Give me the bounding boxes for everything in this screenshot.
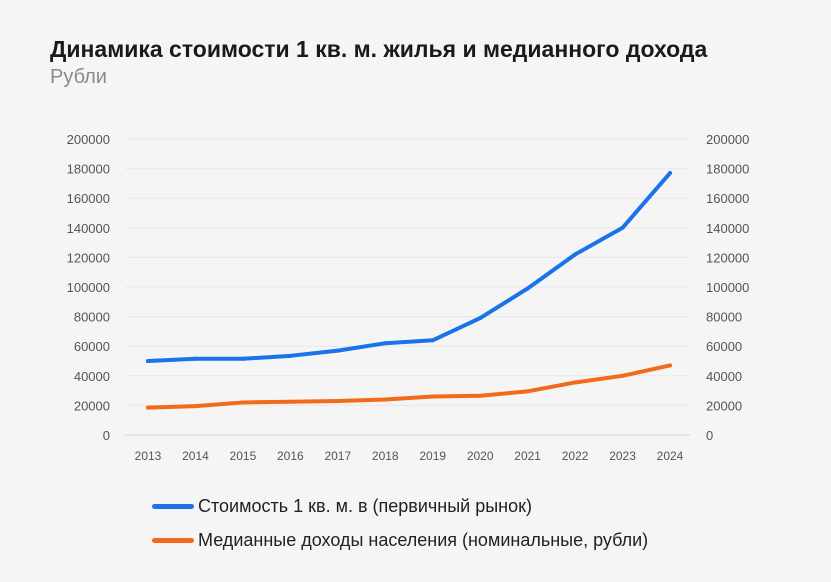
data-point (620, 225, 625, 230)
right-y-tick-label: 160000 (706, 191, 749, 206)
right-y-tick-label: 100000 (706, 280, 749, 295)
legend-item-income: Медианные доходы населения (номинальные,… (152, 528, 648, 552)
data-point (620, 373, 625, 378)
x-axis: 2013 2014 2015 2016 2017 2018 2019 2020 2021 2022… (135, 449, 684, 463)
right-y-tick-label: 140000 (706, 221, 749, 236)
legend-line-income (152, 537, 194, 543)
data-point (146, 405, 150, 410)
data-point (525, 286, 530, 291)
right-y-tick-label: 80000 (706, 310, 742, 325)
x-tick-label: 2022 (562, 449, 589, 463)
x-tick-label: 2019 (419, 449, 446, 463)
data-point (668, 171, 672, 176)
x-tick-label: 2017 (324, 449, 351, 463)
x-tick-label: 2016 (277, 449, 304, 463)
data-point (335, 348, 340, 353)
left-y-tick-label: 60000 (74, 339, 110, 354)
x-tick-label: 2018 (372, 449, 399, 463)
data-point (335, 398, 340, 403)
data-point (478, 393, 483, 398)
data-point (240, 356, 245, 361)
data-point (573, 380, 578, 385)
right-y-axis: 0 20000 40000 60000 80000 100000 120000 140000 1… (706, 132, 749, 443)
data-point (573, 252, 578, 257)
right-y-tick-label: 180000 (706, 162, 749, 177)
left-y-tick-label: 200000 (67, 132, 110, 147)
x-tick-label: 2020 (467, 449, 494, 463)
data-point (193, 404, 198, 409)
left-y-tick-label: 140000 (67, 221, 110, 236)
chart-title: Динамика стоимости 1 кв. м. жилья и меди… (50, 36, 708, 62)
data-point (240, 400, 245, 405)
left-y-tick-label: 180000 (67, 162, 110, 177)
x-tick-label: 2014 (182, 449, 209, 463)
right-y-tick-label: 200000 (706, 132, 749, 147)
left-y-tick-label: 80000 (74, 310, 110, 325)
right-y-tick-label: 40000 (706, 369, 742, 384)
left-y-tick-label: 160000 (67, 191, 110, 206)
data-point (430, 394, 435, 399)
right-y-tick-label: 0 (706, 428, 713, 443)
chart-subtitle: Рубли (50, 66, 107, 88)
data-point (288, 399, 293, 404)
left-y-tick-label: 40000 (74, 369, 110, 384)
left-y-tick-label: 120000 (67, 250, 110, 265)
legend-label-price: Стоимость 1 кв. м. в (первичный рынок) (198, 495, 532, 516)
x-tick-label: 2024 (657, 449, 684, 463)
x-tick-label: 2015 (230, 449, 257, 463)
data-point (525, 389, 530, 394)
data-point (478, 316, 483, 321)
data-point (668, 363, 672, 368)
grid (125, 138, 690, 436)
series-lines (146, 171, 672, 410)
x-tick-label: 2023 (609, 449, 636, 463)
left-y-axis: 0 20000 40000 60000 80000 100000 120000 140000 1… (67, 132, 110, 443)
data-point (430, 338, 435, 343)
data-point (288, 353, 293, 358)
legend-line-price (152, 503, 194, 509)
x-tick-label: 2021 (514, 449, 541, 463)
series-line-price (146, 171, 672, 363)
data-point (383, 341, 388, 346)
right-y-tick-label: 60000 (706, 339, 742, 354)
series-line-income (146, 363, 672, 410)
legend-item-price: Стоимость 1 кв. м. в (первичный рынок) (152, 494, 532, 518)
right-y-tick-label: 20000 (706, 398, 742, 413)
left-y-tick-label: 100000 (67, 280, 110, 295)
data-point (146, 359, 150, 363)
data-point (193, 356, 198, 361)
legend-label-income: Медианные доходы населения (номинальные,… (198, 529, 649, 550)
x-tick-label: 2013 (135, 449, 162, 463)
data-point (383, 397, 388, 402)
left-y-tick-label: 0 (103, 428, 110, 443)
left-y-tick-label: 20000 (74, 398, 110, 413)
right-y-tick-label: 120000 (706, 250, 749, 265)
